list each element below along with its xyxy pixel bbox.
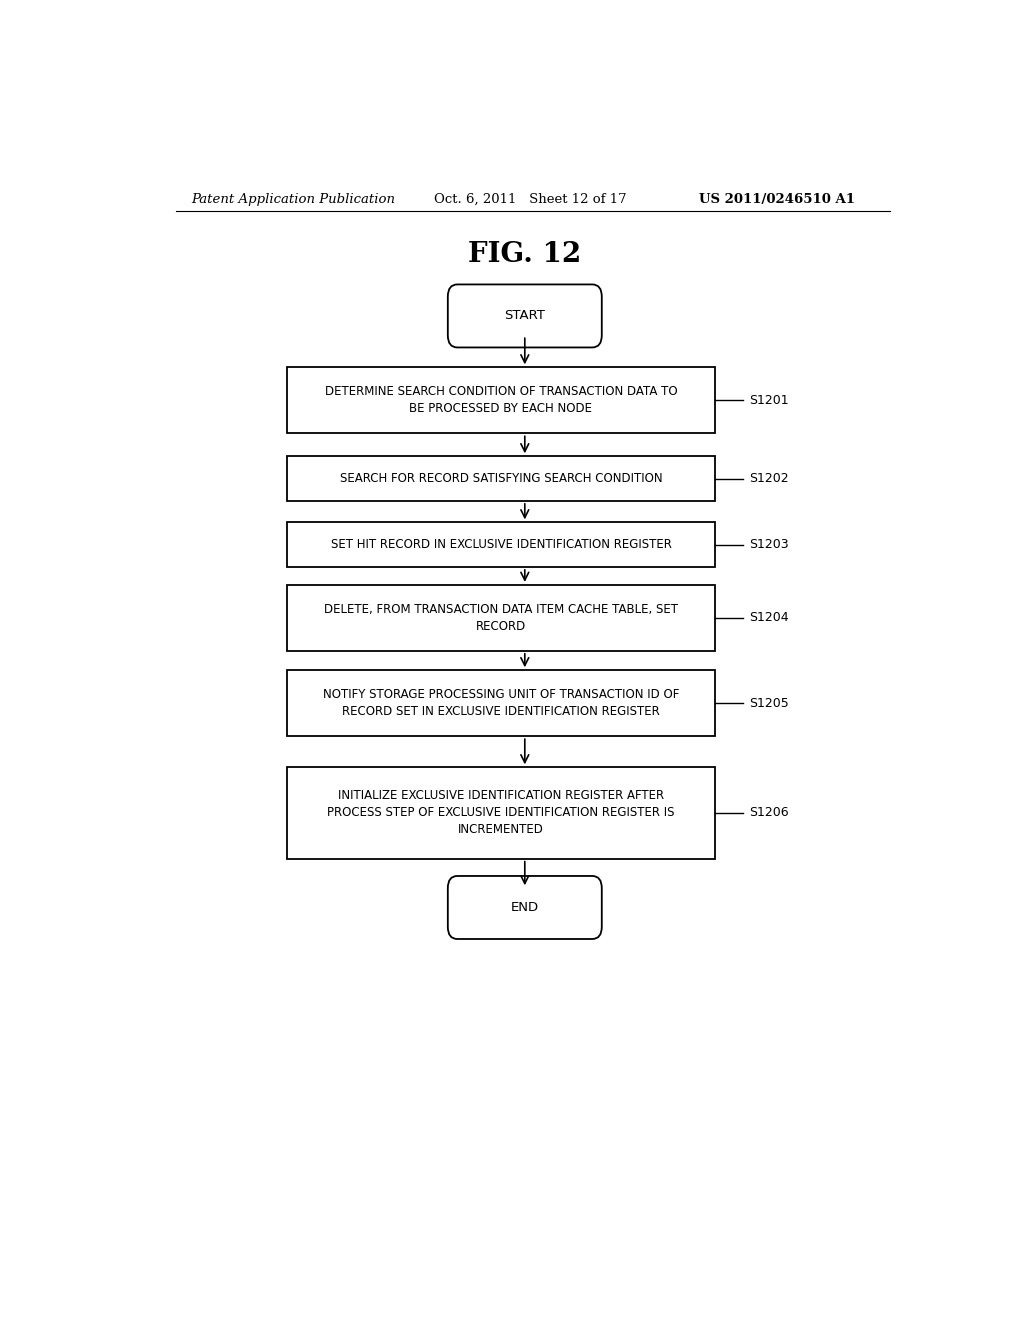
- Text: S1205: S1205: [750, 697, 790, 710]
- Text: START: START: [505, 309, 545, 322]
- FancyBboxPatch shape: [287, 523, 715, 568]
- Text: DETERMINE SEARCH CONDITION OF TRANSACTION DATA TO
BE PROCESSED BY EACH NODE: DETERMINE SEARCH CONDITION OF TRANSACTIO…: [325, 385, 677, 416]
- Text: INITIALIZE EXCLUSIVE IDENTIFICATION REGISTER AFTER
PROCESS STEP OF EXCLUSIVE IDE: INITIALIZE EXCLUSIVE IDENTIFICATION REGI…: [328, 789, 675, 837]
- Text: US 2011/0246510 A1: US 2011/0246510 A1: [699, 193, 855, 206]
- Text: FIG. 12: FIG. 12: [468, 242, 582, 268]
- Text: Patent Application Publication: Patent Application Publication: [191, 193, 395, 206]
- Text: SEARCH FOR RECORD SATISFYING SEARCH CONDITION: SEARCH FOR RECORD SATISFYING SEARCH COND…: [340, 473, 663, 484]
- FancyBboxPatch shape: [287, 457, 715, 500]
- Text: SET HIT RECORD IN EXCLUSIVE IDENTIFICATION REGISTER: SET HIT RECORD IN EXCLUSIVE IDENTIFICATI…: [331, 539, 672, 552]
- Text: S1206: S1206: [750, 807, 790, 820]
- FancyBboxPatch shape: [447, 284, 602, 347]
- Text: S1202: S1202: [750, 473, 790, 484]
- FancyBboxPatch shape: [287, 671, 715, 737]
- Text: END: END: [511, 902, 539, 913]
- Text: DELETE, FROM TRANSACTION DATA ITEM CACHE TABLE, SET
RECORD: DELETE, FROM TRANSACTION DATA ITEM CACHE…: [324, 603, 678, 632]
- Text: S1203: S1203: [750, 539, 790, 552]
- FancyBboxPatch shape: [287, 767, 715, 859]
- FancyBboxPatch shape: [287, 585, 715, 651]
- FancyBboxPatch shape: [447, 876, 602, 939]
- Text: NOTIFY STORAGE PROCESSING UNIT OF TRANSACTION ID OF
RECORD SET IN EXCLUSIVE IDEN: NOTIFY STORAGE PROCESSING UNIT OF TRANSA…: [323, 688, 679, 718]
- Text: S1201: S1201: [750, 393, 790, 407]
- Text: S1204: S1204: [750, 611, 790, 624]
- FancyBboxPatch shape: [287, 367, 715, 433]
- Text: Oct. 6, 2011   Sheet 12 of 17: Oct. 6, 2011 Sheet 12 of 17: [433, 193, 626, 206]
